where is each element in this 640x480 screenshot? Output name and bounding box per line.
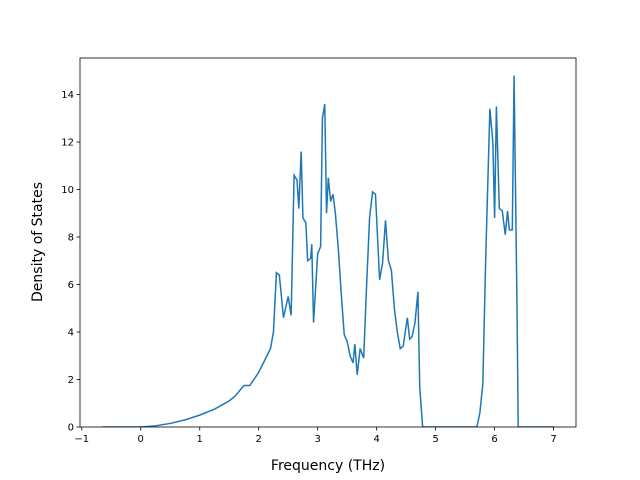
plot-frame xyxy=(79,57,577,428)
y-tick-label: 12 xyxy=(61,138,74,149)
y-tick-label: 8 xyxy=(68,233,74,244)
x-tick-label: 2 xyxy=(256,434,262,445)
x-tick-label: 3 xyxy=(314,434,320,445)
x-tick-label: 7 xyxy=(550,434,556,445)
line xyxy=(102,75,554,427)
x-tick-label: −1 xyxy=(74,434,89,445)
x-tick-label: 1 xyxy=(197,434,203,445)
y-tick-label: 2 xyxy=(68,375,74,386)
x-tick-label: 4 xyxy=(373,434,379,445)
y-axis-label: Density of States xyxy=(30,182,46,302)
y-tick-label: 14 xyxy=(61,90,74,101)
x-tick-label: 5 xyxy=(432,434,438,445)
x-tick-label: 6 xyxy=(491,434,497,445)
x-axis-label: Frequency (THz) xyxy=(271,458,385,474)
x-tick-label: 0 xyxy=(138,434,144,445)
y-tick-label: 0 xyxy=(68,423,74,434)
y-tick-label: 6 xyxy=(68,280,74,291)
y-tick-label: 4 xyxy=(68,328,74,339)
y-tick-label: 10 xyxy=(61,185,74,196)
